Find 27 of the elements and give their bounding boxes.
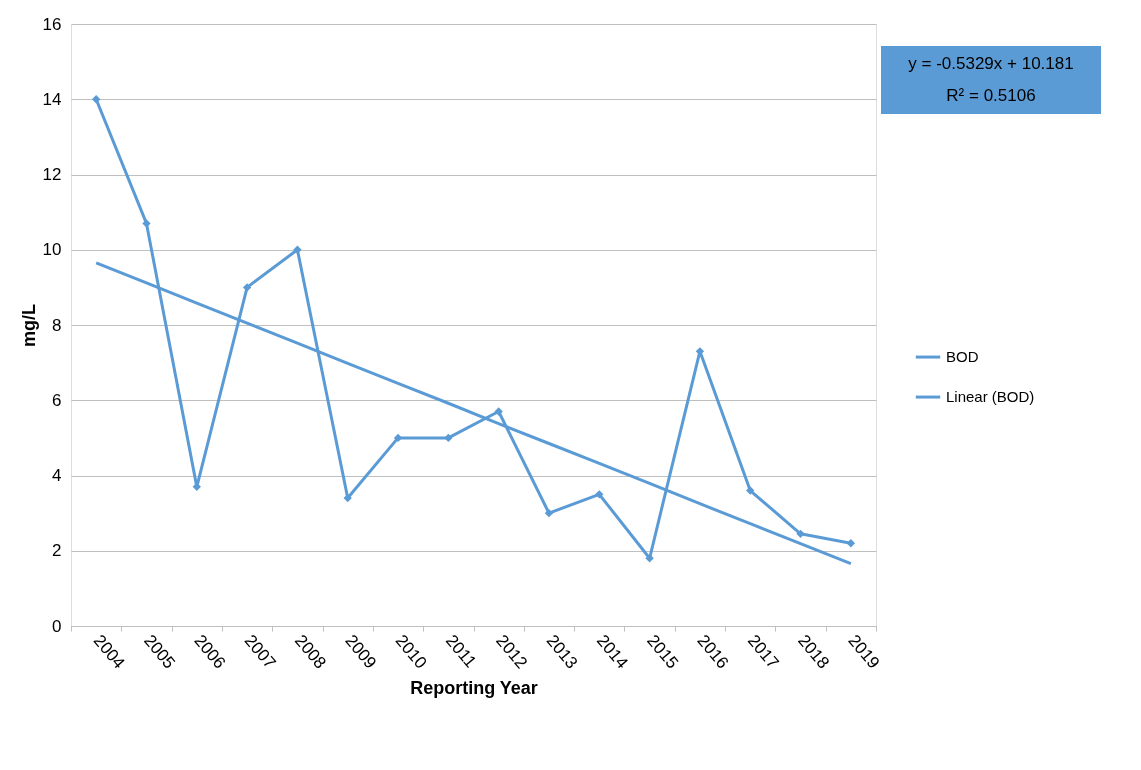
- y-tick-label: 4: [52, 466, 62, 485]
- y-axis-title: mg/L: [18, 304, 39, 347]
- text: y = -0.5329x + 10.181: [908, 54, 1074, 73]
- legend-label: Linear (BOD): [946, 388, 1035, 406]
- y-tick-label: 12: [42, 165, 62, 184]
- y-tick-label: 10: [42, 240, 62, 260]
- point: [142, 219, 151, 228]
- point: [846, 539, 856, 548]
- point: [595, 490, 604, 499]
- text: R² = 0.5106: [946, 86, 1036, 105]
- point: [444, 433, 453, 443]
- y-tick-label: 6: [52, 390, 62, 410]
- legend-label: BOD: [946, 348, 979, 366]
- y-tick-label: 8: [52, 315, 62, 335]
- y-tick-label: 2: [52, 541, 62, 561]
- y-tick-label: 0: [52, 616, 62, 636]
- point: [293, 245, 302, 254]
- point: [91, 95, 101, 104]
- point: [746, 486, 755, 495]
- point: [544, 508, 554, 518]
- point: [494, 407, 503, 416]
- point: [343, 493, 352, 503]
- y-tick-label: 14: [42, 89, 62, 109]
- x-axis-title: Reporting Year: [410, 677, 538, 698]
- point: [242, 283, 252, 292]
- point: [796, 529, 805, 538]
- y-tick-label: 16: [42, 14, 62, 34]
